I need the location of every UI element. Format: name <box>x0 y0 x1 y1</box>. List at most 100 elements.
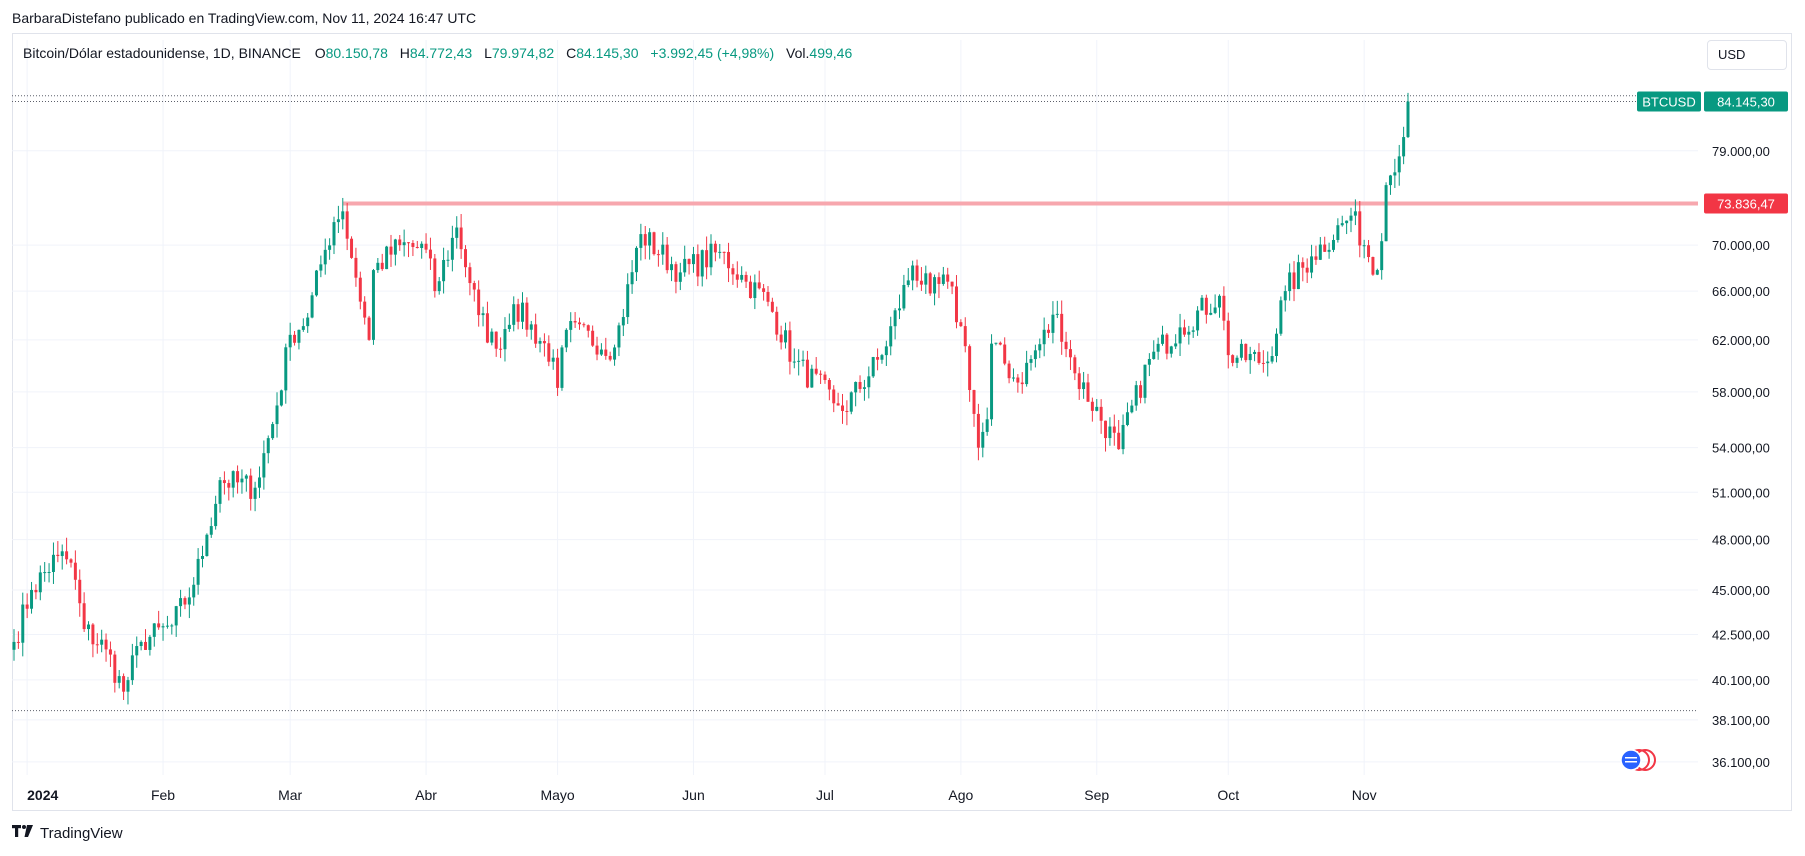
candle-body <box>643 234 647 246</box>
candle-body <box>1340 223 1344 226</box>
candle-body <box>117 676 121 683</box>
candle-body <box>1073 357 1077 374</box>
candle-body <box>516 304 520 322</box>
candle-body <box>525 302 529 330</box>
candle-body <box>459 227 463 250</box>
candle-body <box>608 355 612 360</box>
candle-body <box>1068 349 1072 358</box>
footer-brand[interactable]: TradingView <box>40 824 123 842</box>
candle-body <box>547 343 551 362</box>
candle-body <box>1397 156 1401 173</box>
candle-body <box>100 639 104 645</box>
currency-button[interactable]: USD <box>1707 40 1787 70</box>
candle-body <box>1191 330 1195 332</box>
candle-body <box>319 264 323 271</box>
candle-body <box>1336 225 1340 240</box>
candle-body <box>770 301 774 312</box>
x-tick-label: Nov <box>1352 787 1377 803</box>
candle-body <box>380 262 384 270</box>
candle-body <box>253 487 257 499</box>
candle-body <box>12 641 16 650</box>
candle-body <box>819 373 823 375</box>
candle-body <box>919 280 923 285</box>
candle-body <box>867 376 871 388</box>
candle-body <box>656 254 660 256</box>
y-tick-label: 62.000,00 <box>1712 333 1770 348</box>
candle-body <box>621 317 625 326</box>
candle-body <box>810 368 814 388</box>
candle-body <box>718 251 722 253</box>
candle-body <box>722 251 726 253</box>
candle-body <box>297 329 301 343</box>
legend-symbol[interactable]: Bitcoin/Dólar estadounidense, 1D, BINANC… <box>23 45 301 61</box>
candle-body <box>428 249 432 259</box>
candle-body <box>950 281 954 287</box>
candle-body <box>595 345 599 355</box>
legend-high-label: H <box>399 45 410 61</box>
candle-body <box>78 579 82 604</box>
candle-body <box>911 265 915 281</box>
candle-body <box>65 551 69 560</box>
candle-body <box>1310 256 1314 273</box>
candle-body <box>108 649 112 655</box>
candle-body <box>113 654 117 683</box>
candle-body <box>367 317 371 340</box>
candle-body <box>691 254 695 265</box>
candle-body <box>196 558 200 585</box>
candle-body <box>170 625 174 627</box>
candle-body <box>249 475 253 499</box>
y-tick-label: 58.000,00 <box>1712 385 1770 400</box>
candle-body <box>884 346 888 356</box>
candle-body <box>915 265 919 281</box>
candle-body <box>1393 172 1397 176</box>
candle-body <box>740 274 744 280</box>
symbol-tag-label: BTCUSD <box>1642 95 1695 110</box>
candle-body <box>937 277 941 284</box>
legend-close-label: C <box>566 45 577 61</box>
candle-body <box>854 381 858 393</box>
candle-body <box>507 324 511 330</box>
us-flag-event-icon[interactable] <box>1620 749 1642 771</box>
candle-body <box>933 277 937 294</box>
candle-body <box>1301 262 1305 268</box>
candle-body <box>130 655 134 681</box>
candle-body <box>1253 351 1257 354</box>
candle-body <box>946 274 950 282</box>
candle-body <box>323 249 327 265</box>
candle-body <box>683 258 687 273</box>
flag-stripe <box>1625 761 1637 763</box>
candle-body <box>727 251 731 269</box>
candle-body <box>214 503 218 527</box>
candle-body <box>1182 327 1186 335</box>
candle-body <box>1003 344 1007 364</box>
candle-body <box>1095 406 1099 411</box>
tradingview-logo-icon[interactable] <box>12 824 34 842</box>
candle-body <box>687 258 691 265</box>
candle-body <box>858 381 862 389</box>
candle-body <box>179 598 183 607</box>
candle-body <box>613 347 617 360</box>
candle-body <box>1112 426 1116 433</box>
y-tick-label: 40.100,00 <box>1712 673 1770 688</box>
candle-body <box>293 334 297 343</box>
candle-body <box>634 247 638 273</box>
candle-body <box>306 317 310 327</box>
legend-low-label: L <box>484 45 492 61</box>
candle-body <box>1248 353 1252 361</box>
candle-body <box>1029 359 1033 363</box>
candle-body <box>328 245 332 250</box>
candle-body <box>1279 300 1283 334</box>
x-tick-label: Feb <box>151 787 175 803</box>
candle-body <box>1016 377 1020 383</box>
candle-body <box>1104 420 1108 439</box>
candle-body <box>560 347 564 388</box>
candle-body <box>626 284 630 318</box>
candle-body <box>301 326 305 330</box>
candle-body <box>1375 270 1379 275</box>
candle-body <box>455 227 459 238</box>
candle-body <box>968 346 972 391</box>
candle-body <box>1152 351 1156 359</box>
y-tick-label: 66.000,00 <box>1712 284 1770 299</box>
candle-body <box>648 232 652 246</box>
